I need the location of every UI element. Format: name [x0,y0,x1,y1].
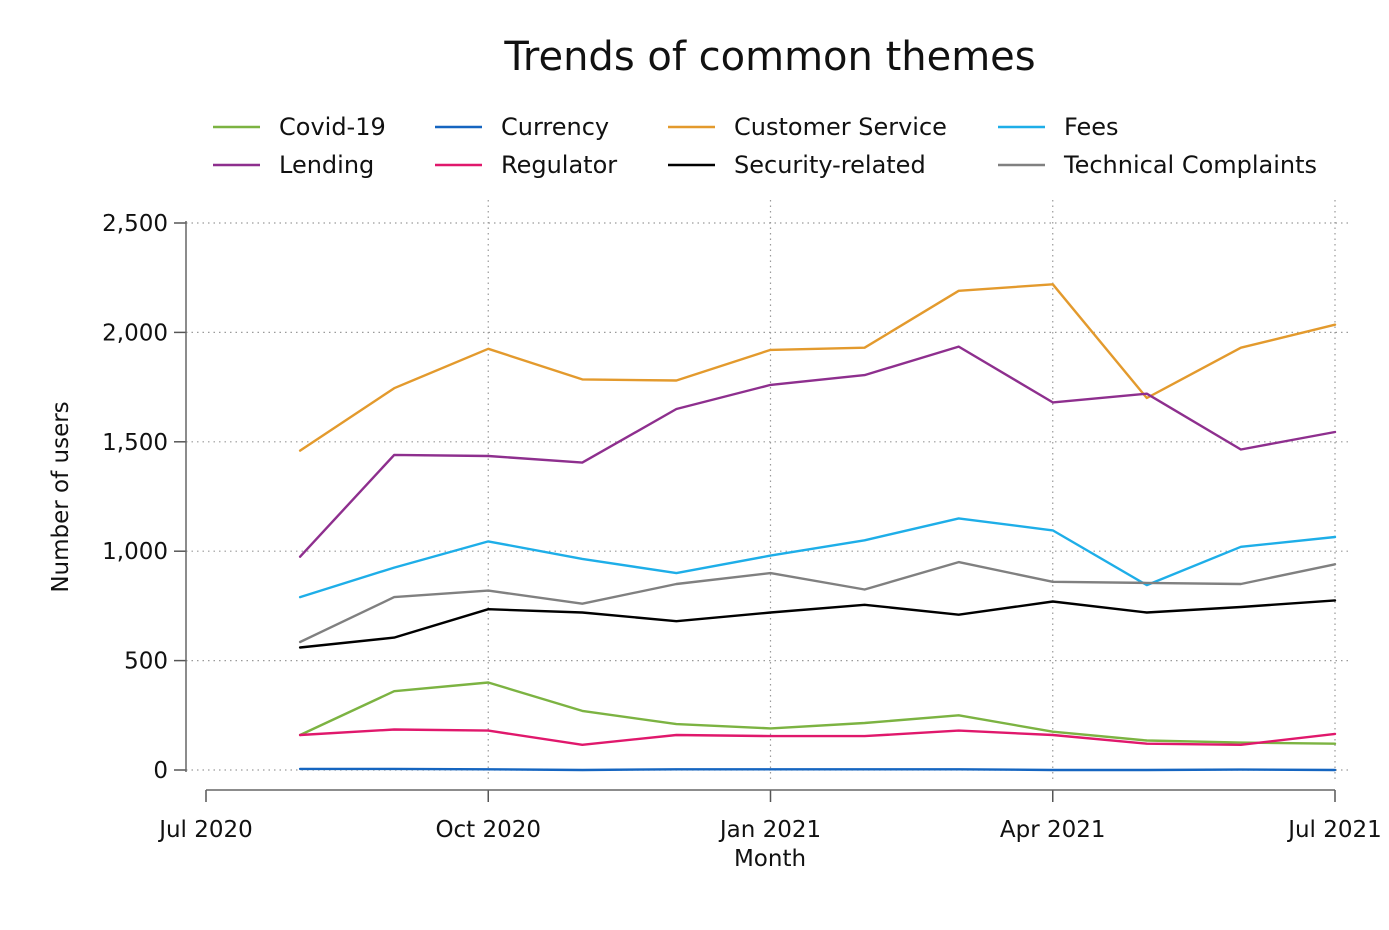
series-layer [298,283,1337,772]
series-line-technical-complaints [298,560,1337,644]
y-tick-label: 2,000 [102,320,168,346]
series-line-customer-service [298,283,1337,452]
y-tick-label: 0 [153,758,168,784]
series-line-regulator [298,728,1337,746]
y-tick-label: 1,500 [102,430,168,456]
x-tick-label: Oct 2020 [435,817,541,843]
chart-title: Trends of common themes [503,34,1035,80]
legend: Covid-19 Currency Customer Service Fees Lend… [213,113,1317,179]
x-tick-label: Jul 2020 [157,817,253,843]
legend-label-technical-complaints: Technical Complaints [1063,151,1317,179]
series-line-lending [298,345,1337,558]
legend-label-lending: Lending [279,151,374,179]
series-line-covid-19 [298,681,1337,745]
legend-label-security-related: Security-related [734,151,926,179]
y-tick-label: 2,500 [102,211,168,237]
y-axis-label: Number of users [48,401,74,592]
y-tick-label: 500 [124,649,168,675]
x-tick-label: Apr 2021 [1000,817,1106,843]
y-tick-label: 1,000 [102,539,168,565]
series-line-currency [298,767,1337,772]
x-axis-label: Month [734,846,806,872]
axes: 0 500 1,000 1,500 2,000 2,500 Jul 2020 Oct 2020… [102,211,1382,843]
x-tick-label: Jul 2021 [1286,817,1382,843]
legend-label-regulator: Regulator [501,151,617,179]
legend-label-fees: Fees [1064,113,1119,141]
legend-label-currency: Currency [501,113,609,141]
series-line-security-related [298,599,1337,649]
x-tick-label: Jan 2021 [718,817,821,843]
legend-label-customer-service: Customer Service [734,113,947,141]
legend-label-covid-19: Covid-19 [279,113,386,141]
series-line-fees [298,517,1337,599]
